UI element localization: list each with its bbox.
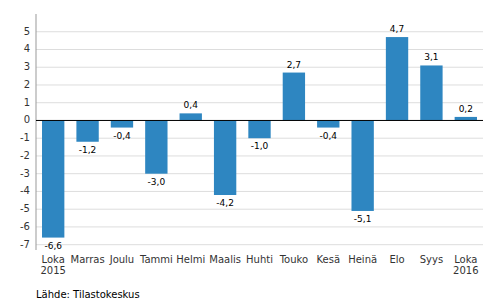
x-tick-label: Syys: [420, 254, 443, 265]
data-label: 3,1: [424, 52, 438, 62]
zero-line: [36, 120, 483, 121]
y-tick-label: 1: [24, 97, 30, 108]
data-label: -1,0: [251, 141, 269, 151]
bar: [145, 120, 167, 173]
y-tick-label: -6: [20, 221, 30, 232]
bar: [42, 120, 64, 237]
y-tick-label: -7: [20, 239, 30, 250]
x-tick-label: Helmi: [176, 254, 205, 265]
grid-line: [36, 244, 483, 245]
y-tick-label: -3: [20, 168, 30, 179]
data-label: -0,4: [319, 131, 337, 141]
data-label: -0,4: [113, 131, 131, 141]
footnote: Lähde: Tilastokeskus: [36, 289, 140, 300]
bar: [455, 117, 477, 121]
data-label: -3,0: [148, 177, 166, 187]
bar: [317, 120, 339, 127]
data-labels: -6,6 -1,2 -0,4 -3,0 0,4 -4,2 -1,0 2,7 -0,4 -5,1 4,…: [44, 24, 473, 251]
bar: [111, 120, 133, 127]
grid-line: [36, 31, 483, 32]
y-axis-line: [36, 14, 37, 250]
data-label: 4,7: [390, 24, 404, 34]
x-tick-label: Heinä: [348, 254, 377, 265]
bar: [76, 120, 98, 141]
bar: [351, 120, 373, 210]
bar: [420, 65, 442, 120]
x-tick-label: Touko: [279, 254, 308, 265]
grid-line: [36, 49, 483, 50]
grid-line: [36, 84, 483, 85]
y-tick-label: 0: [24, 114, 30, 125]
bar: [283, 73, 305, 121]
grid-line: [36, 209, 483, 210]
x-tick-label: Maalis: [209, 254, 241, 265]
grid-line: [36, 102, 483, 103]
data-label: -1,2: [79, 145, 97, 155]
x-tick-label: Marras: [71, 254, 105, 265]
x-tick-label: Loka2015: [40, 254, 65, 276]
data-label: -6,6: [44, 241, 62, 251]
x-tick-label: Kesä: [316, 254, 340, 265]
y-tick-label: 4: [24, 43, 30, 54]
bars: [42, 37, 477, 238]
x-tick-label: Loka2016: [453, 254, 478, 276]
grid-line: [36, 155, 483, 156]
bar: [248, 120, 270, 138]
x-tick-label: Tammi: [139, 254, 173, 265]
y-tick-label: -2: [20, 150, 30, 161]
data-label: 0,2: [459, 104, 473, 114]
grid-line: [36, 226, 483, 227]
data-label: -4,2: [216, 198, 234, 208]
x-tick-label: Elo: [389, 254, 404, 265]
x-tick-labels: Loka2015 Marras Joulu TammiHelmi Maalis Huhti…: [40, 254, 478, 276]
chart-container: -7-6-5-4-3-2-1012345-6,6-1,2-0,4-3,00,4-…: [0, 0, 493, 304]
grid-line: [36, 67, 483, 68]
data-label: -5,1: [354, 214, 372, 224]
y-tick-labels: -7 -6 -5 -4 -3 -2 -1 0 1 2 3 4 5: [20, 26, 30, 250]
y-tick-label: -1: [20, 132, 30, 143]
bar: [386, 37, 408, 120]
grid-line: [36, 173, 483, 174]
y-tick-label: -4: [20, 185, 30, 196]
grid-line: [36, 191, 483, 192]
y-tick-label: 3: [24, 61, 30, 72]
y-tick-label: 2: [24, 79, 30, 90]
grid: [36, 32, 483, 245]
data-label: 0,4: [184, 100, 199, 110]
x-tick-label: Joulu: [109, 254, 135, 265]
x-tick-label: Huhti: [246, 254, 273, 265]
data-label: 2,7: [287, 60, 301, 70]
bar: [214, 120, 236, 195]
chart: -7-6-5-4-3-2-1012345-6,6-1,2-0,4-3,00,4-…: [0, 0, 493, 304]
y-tick-label: -5: [20, 203, 30, 214]
bar: [180, 113, 202, 120]
grid-line: [36, 120, 483, 121]
y-tick-label: 5: [24, 26, 30, 37]
